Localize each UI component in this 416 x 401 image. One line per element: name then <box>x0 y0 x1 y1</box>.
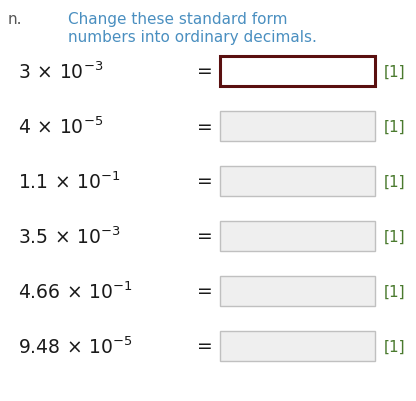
Text: $4.66\,\times\,10^{-1}$: $4.66\,\times\,10^{-1}$ <box>18 281 133 302</box>
Text: Change these standard form: Change these standard form <box>68 12 287 27</box>
Text: $1.1\,\times\,10^{-1}$: $1.1\,\times\,10^{-1}$ <box>18 171 121 192</box>
Text: [1]: [1] <box>384 229 406 244</box>
Text: =: = <box>197 282 213 301</box>
Bar <box>220 331 375 361</box>
Text: =: = <box>197 117 213 136</box>
Text: n.: n. <box>8 12 22 27</box>
Text: =: = <box>197 227 213 246</box>
Text: =: = <box>197 172 213 191</box>
Bar <box>220 166 375 196</box>
Text: $3.5\,\times\,10^{-3}$: $3.5\,\times\,10^{-3}$ <box>18 226 121 247</box>
Text: $3\,\times\,10^{-3}$: $3\,\times\,10^{-3}$ <box>18 61 103 83</box>
Text: =: = <box>197 62 213 81</box>
Text: [1]: [1] <box>384 339 406 354</box>
Text: $9.48\,\times\,10^{-5}$: $9.48\,\times\,10^{-5}$ <box>18 335 133 357</box>
Text: [1]: [1] <box>384 174 406 189</box>
Text: [1]: [1] <box>384 284 406 299</box>
Text: numbers into ordinary decimals.: numbers into ordinary decimals. <box>68 30 317 45</box>
Bar <box>220 112 375 142</box>
Bar <box>220 276 375 306</box>
Bar <box>220 221 375 251</box>
Text: =: = <box>197 337 213 356</box>
Bar <box>220 57 375 87</box>
Text: [1]: [1] <box>384 64 406 79</box>
Text: $4\,\times\,10^{-5}$: $4\,\times\,10^{-5}$ <box>18 116 103 138</box>
Text: [1]: [1] <box>384 119 406 134</box>
